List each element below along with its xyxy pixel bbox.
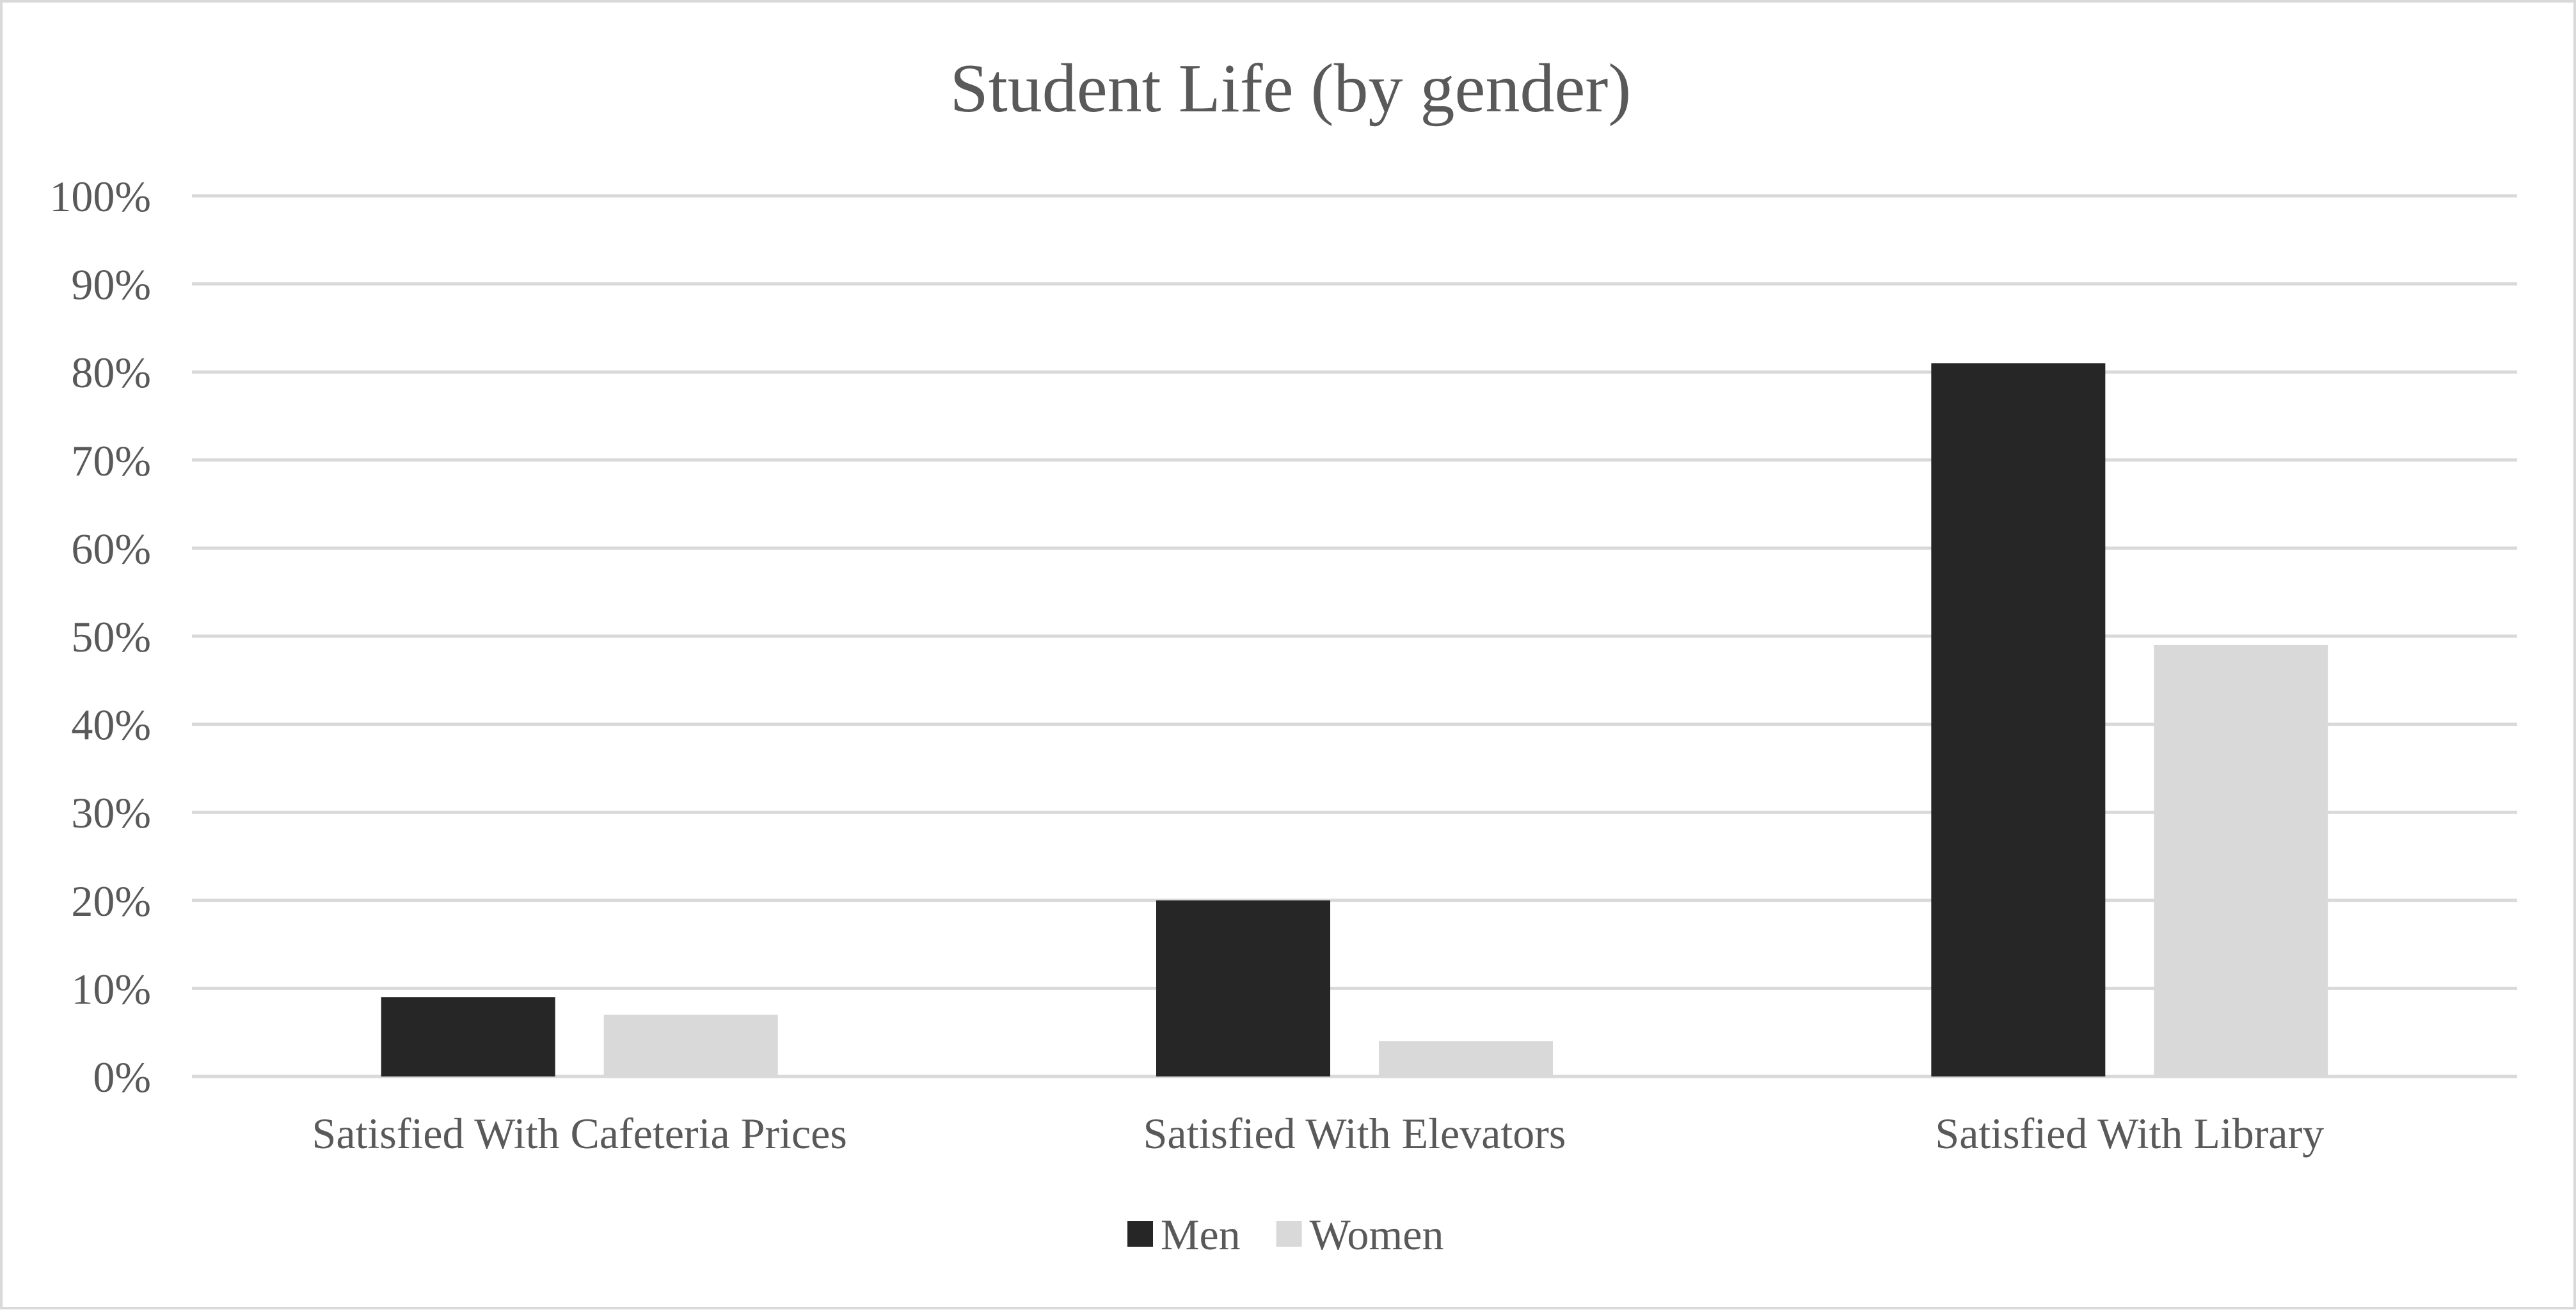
bars — [381, 363, 2328, 1077]
y-tick-label: 30% — [71, 788, 151, 837]
y-tick-label: 80% — [71, 348, 151, 397]
x-category-label: Satisfied With Library — [1935, 1109, 2324, 1158]
chart-title: Student Life (by gender) — [950, 51, 1632, 127]
y-tick-label: 60% — [71, 524, 151, 573]
legend-swatch-women — [1276, 1221, 1302, 1247]
y-tick-label: 50% — [71, 612, 151, 661]
bar-men-1 — [381, 997, 555, 1076]
y-tick-label: 100% — [49, 172, 151, 221]
x-category-label: Satisfied With Elevators — [1143, 1109, 1566, 1158]
x-category-label: Satisfied With Cafeteria Prices — [312, 1109, 847, 1158]
bar-women-1 — [603, 1014, 778, 1076]
x-axis-categories: Satisfied With Cafeteria Prices Satisfied… — [312, 1109, 2325, 1158]
gridlines — [192, 194, 2517, 1078]
bar-women-2 — [1379, 1041, 1553, 1076]
legend: Men Women — [1127, 1210, 1443, 1259]
legend-swatch-men — [1127, 1221, 1153, 1247]
y-tick-label: 0% — [93, 1053, 151, 1101]
y-tick-label: 40% — [71, 701, 151, 749]
legend-label-women: Women — [1310, 1210, 1444, 1259]
bar-men-3 — [1931, 363, 2106, 1077]
bar-men-2 — [1156, 900, 1330, 1076]
y-tick-label: 10% — [71, 964, 151, 1013]
legend-label-men: Men — [1161, 1210, 1241, 1259]
y-tick-label: 20% — [71, 877, 151, 925]
bar-chart: Student Life (by gender) 0% 10% 20% 30% 40% 5… — [49, 51, 2517, 1259]
bar-women-3 — [2154, 644, 2328, 1076]
y-tick-label: 70% — [71, 436, 151, 485]
y-axis-ticks: 0% 10% 20% 30% 40% 50% 60% 70% 80% 90% 100% — [49, 172, 151, 1101]
y-tick-label: 90% — [71, 260, 151, 309]
